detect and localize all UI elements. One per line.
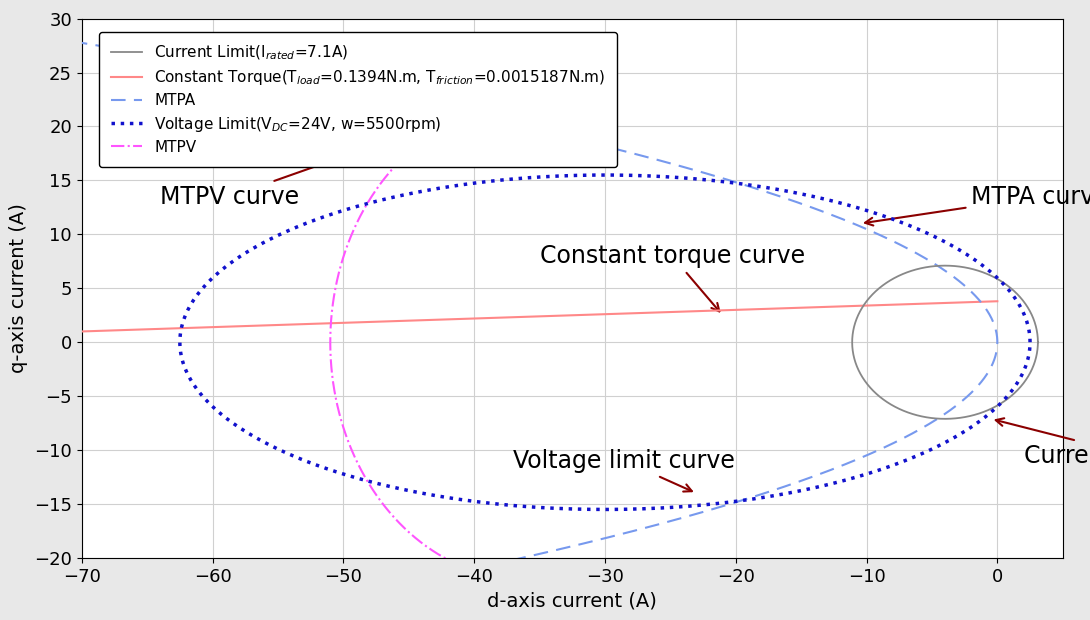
Text: Constant torque curve: Constant torque curve [540,244,804,311]
Text: Voltage limit curve: Voltage limit curve [513,449,736,492]
Text: MTPV curve: MTPV curve [160,159,332,208]
Text: MTPA curve: MTPA curve [865,185,1090,226]
Legend: Current Limit(I$_{rated}$=7.1A), Constant Torque(T$_{load}$=0.1394N.m, T$_{frict: Current Limit(I$_{rated}$=7.1A), Constan… [99,32,617,167]
Y-axis label: q-axis current (A): q-axis current (A) [10,203,28,373]
X-axis label: d-axis current (A): d-axis current (A) [487,591,657,610]
Text: Current limit curve: Current limit curve [996,418,1090,467]
